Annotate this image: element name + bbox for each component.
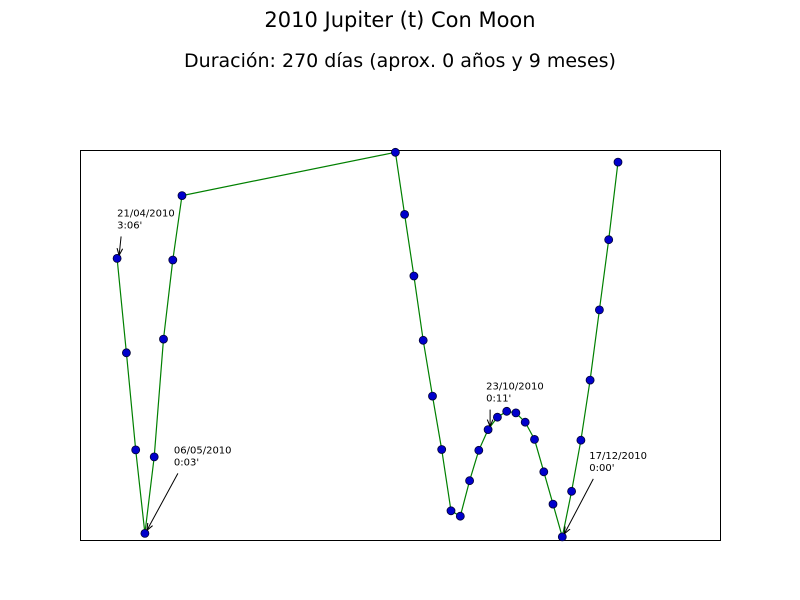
data-point — [140, 529, 150, 538]
data-point — [112, 253, 122, 263]
data-point — [409, 271, 419, 281]
data-point — [390, 147, 400, 157]
data-point — [511, 408, 521, 418]
data-point — [446, 506, 456, 516]
data-point — [159, 334, 168, 344]
data-point — [520, 417, 530, 427]
data-point — [131, 445, 141, 455]
data-point — [613, 157, 623, 167]
annotation-time: 0:03' — [174, 457, 199, 468]
annotation-time: 0:00' — [589, 463, 614, 474]
chart-subtitle: Duración: 270 días (aprox. 0 años y 9 me… — [184, 50, 616, 72]
data-point — [400, 209, 410, 219]
annotation-time: 3:06' — [117, 220, 142, 231]
annotation-arrow — [119, 236, 121, 255]
data-point — [474, 445, 484, 455]
data-point — [595, 305, 604, 315]
data-point — [530, 434, 539, 444]
data-point — [418, 335, 428, 345]
data-point — [465, 476, 475, 486]
data-point — [437, 445, 447, 454]
data-point — [502, 406, 512, 416]
annotation-date: 23/10/2010 — [486, 382, 544, 393]
data-point — [177, 191, 187, 201]
annotation-time: 0:11' — [486, 394, 511, 405]
annotation-date: 21/04/2010 — [117, 208, 175, 219]
data-point — [168, 255, 178, 265]
data-point — [567, 486, 576, 496]
annotation-arrow — [564, 478, 594, 534]
annotation-date: 06/05/2010 — [174, 445, 232, 456]
marker-layer — [112, 147, 623, 542]
chart-title: 2010 Jupiter (t) Con Moon — [264, 8, 536, 32]
data-point — [539, 467, 549, 477]
annotation-date: 17/12/2010 — [589, 451, 647, 462]
data-point — [428, 391, 437, 401]
data-point — [576, 435, 586, 445]
data-point — [585, 375, 595, 385]
data-point — [149, 452, 159, 462]
data-point — [455, 511, 465, 521]
data-point — [557, 532, 567, 542]
annotation-arrow — [147, 473, 179, 530]
data-point — [122, 348, 131, 358]
data-point — [604, 235, 614, 245]
data-point — [492, 412, 502, 422]
data-point — [483, 425, 493, 435]
data-point — [548, 499, 558, 509]
plot-area-frame — [80, 150, 721, 541]
